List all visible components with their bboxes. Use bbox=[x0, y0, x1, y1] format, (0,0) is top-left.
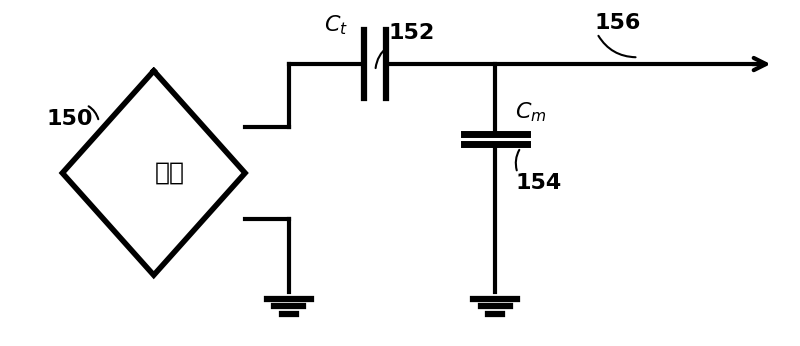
Text: 156: 156 bbox=[594, 13, 641, 33]
Text: 150: 150 bbox=[46, 109, 93, 128]
Text: $C_t$: $C_t$ bbox=[324, 13, 349, 37]
Text: $C_m$: $C_m$ bbox=[515, 100, 546, 124]
Text: 154: 154 bbox=[515, 173, 562, 193]
Text: 152: 152 bbox=[388, 24, 434, 43]
Text: 天线: 天线 bbox=[154, 161, 185, 185]
